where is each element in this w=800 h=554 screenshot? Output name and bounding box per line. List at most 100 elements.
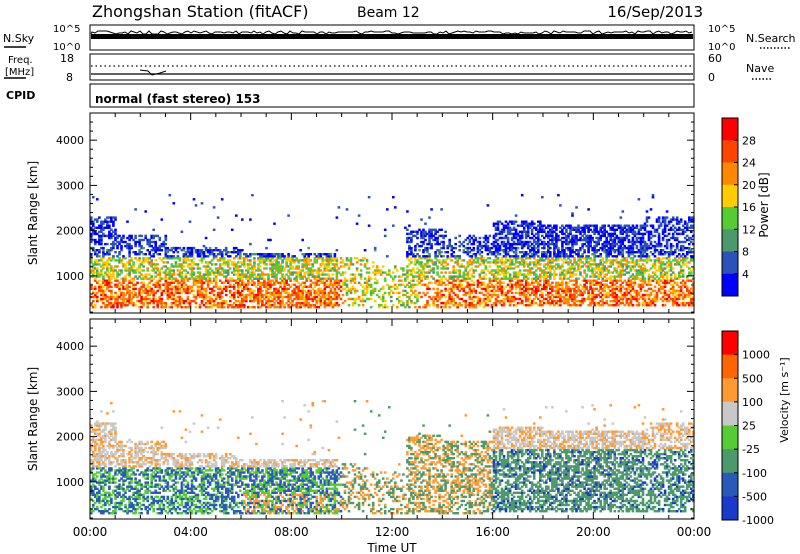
- power-cell: [214, 277, 218, 280]
- power-cell: [277, 265, 280, 268]
- power-cell: [186, 277, 190, 280]
- power-cell: [365, 291, 369, 295]
- power-cell: [392, 285, 395, 288]
- power-cell: [599, 253, 602, 256]
- power-cell: [136, 269, 139, 272]
- power-cell: [323, 283, 327, 286]
- power-cell: [235, 299, 238, 303]
- power-cell: [110, 269, 113, 272]
- power-cell: [100, 287, 103, 291]
- power-cell: [90, 275, 93, 278]
- power-cell: [243, 253, 246, 256]
- power-cell: [200, 277, 204, 280]
- power-cell: [259, 289, 262, 293]
- power-cell: [412, 230, 415, 233]
- power-cell: [472, 304, 476, 307]
- power-cell: [442, 301, 445, 305]
- power-cell: [311, 281, 315, 284]
- power-cell: [422, 273, 425, 276]
- power-cell: [100, 306, 103, 309]
- power-cell: [400, 299, 403, 303]
- power-cell: [295, 295, 298, 299]
- power-cell: [486, 295, 490, 299]
- power-cell: [303, 283, 306, 286]
- power-cell: [208, 297, 212, 301]
- power-cell: [222, 271, 226, 274]
- power-cell: [301, 301, 304, 305]
- power-cell: [245, 293, 248, 297]
- power-cell: [303, 281, 306, 284]
- power-cell: [279, 299, 282, 303]
- power-cell: [198, 255, 202, 258]
- power-cell: [178, 295, 182, 299]
- power-cell: [482, 257, 486, 260]
- power-cell: [164, 304, 168, 307]
- power-cell: [430, 259, 433, 262]
- power-cell: [176, 289, 180, 293]
- power-cell: [102, 220, 105, 223]
- power-cell: [108, 220, 111, 223]
- power-cell: [96, 259, 99, 262]
- power-cell: [98, 216, 101, 219]
- power-cell: [478, 263, 482, 266]
- power-cell: [498, 269, 502, 272]
- power-cell: [619, 216, 623, 219]
- power-cell: [383, 304, 387, 307]
- power-cell: [112, 224, 115, 227]
- power-cell: [492, 253, 496, 256]
- power-cell: [583, 249, 586, 252]
- power-cell: [285, 289, 288, 293]
- power-cell: [166, 255, 170, 258]
- power-cell: [112, 275, 115, 278]
- power-cell: [116, 306, 119, 309]
- power-cell: [462, 265, 466, 268]
- power-cell: [351, 301, 355, 305]
- power-cell: [432, 295, 435, 299]
- power-cell: [194, 281, 198, 284]
- power-cell: [281, 261, 284, 264]
- power-cell: [311, 265, 315, 268]
- power-cell: [108, 275, 111, 278]
- power-cell: [184, 283, 188, 286]
- power-cell: [120, 236, 123, 240]
- power-cell: [476, 295, 480, 299]
- power-cell: [106, 226, 109, 229]
- power-cell: [106, 222, 109, 225]
- power-cell: [555, 224, 558, 227]
- power-cell: [307, 285, 310, 288]
- power-cell: [291, 255, 294, 258]
- power-cell: [496, 287, 500, 291]
- power-cell: [257, 273, 260, 276]
- power-cell: [541, 304, 544, 307]
- power-cell: [498, 265, 502, 268]
- power-cell: [484, 242, 488, 246]
- power-cell: [307, 273, 310, 276]
- power-cell: [190, 273, 194, 276]
- power-cell: [605, 230, 608, 233]
- power-cell: [319, 281, 323, 284]
- power-cell: [458, 273, 461, 276]
- power-cell: [281, 304, 284, 307]
- power-cell: [94, 285, 97, 288]
- power-cell: [104, 283, 107, 286]
- power-cell: [452, 304, 455, 307]
- power-cell: [337, 293, 341, 297]
- power-cell: [345, 293, 349, 297]
- power-cell: [442, 306, 445, 309]
- power-cell: [102, 249, 105, 252]
- power-cell: [494, 261, 498, 264]
- power-cell: [291, 283, 294, 286]
- power-cell: [94, 226, 97, 229]
- power-cell: [271, 275, 274, 278]
- power-cell: [263, 273, 266, 276]
- power-cell: [321, 279, 325, 282]
- power-cell: [333, 281, 337, 284]
- power-cell: [448, 271, 451, 274]
- power-cell: [241, 283, 244, 286]
- power-cell: [267, 287, 270, 291]
- power-cell: [243, 265, 246, 268]
- power-cell: [289, 293, 292, 297]
- power-cell: [158, 295, 162, 299]
- power-cell: [339, 289, 343, 293]
- power-cell: [128, 289, 131, 293]
